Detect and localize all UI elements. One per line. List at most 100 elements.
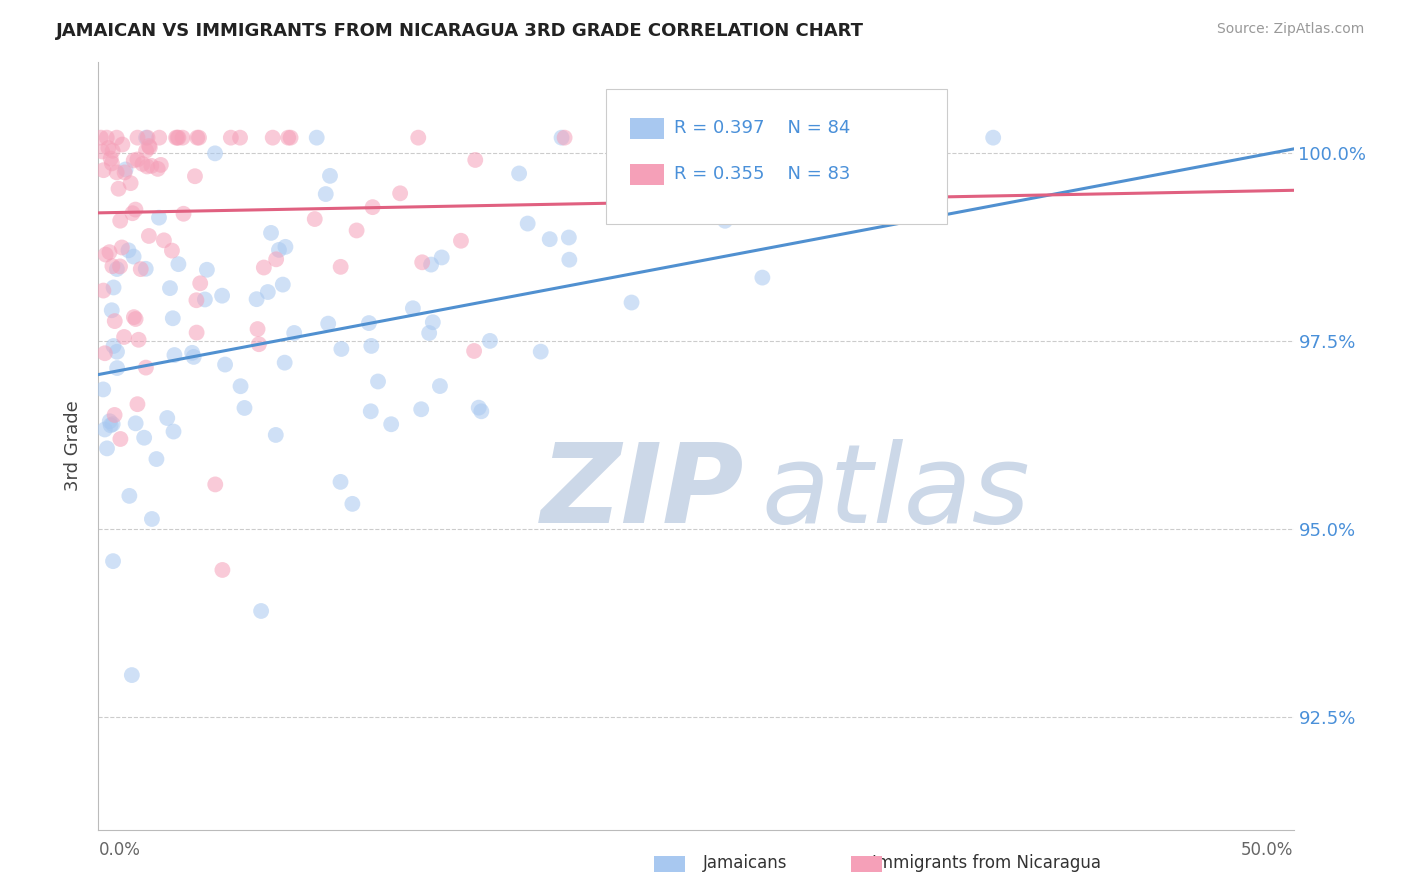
Point [464,153,486,167]
Point [463,343,485,358]
Point [148,211,170,225]
Point [122,250,145,264]
Point [122,310,145,325]
Text: R = 0.355    N = 83: R = 0.355 N = 83 [675,165,851,184]
Point [94,346,117,360]
Point [103,280,125,294]
Point [127,130,149,145]
Point [418,326,440,340]
Point [530,344,553,359]
Point [538,232,561,246]
Text: 0.0%: 0.0% [98,841,141,859]
Point [360,339,382,353]
Point [250,604,273,618]
Point [264,252,287,267]
Point [160,244,183,258]
Point [981,130,1004,145]
Point [135,130,157,145]
Point [554,130,576,145]
Point [167,257,190,271]
Point [211,563,233,577]
Point [162,425,184,439]
Point [91,383,114,397]
Point [229,379,252,393]
Point [138,229,160,244]
Point [156,411,179,425]
Point [330,342,353,356]
Point [98,414,121,428]
Text: R = 0.397    N = 84: R = 0.397 N = 84 [675,120,851,137]
Point [141,159,163,173]
Point [141,512,163,526]
Point [558,252,581,267]
Point [98,245,121,260]
Point [135,261,157,276]
Point [138,139,160,153]
Point [429,379,451,393]
Point [420,258,443,272]
Point [105,344,128,359]
Point [277,130,299,145]
Point [402,301,425,316]
Point [105,165,128,179]
Point [262,130,284,145]
Point [100,152,122,166]
Point [149,158,172,172]
Point [357,316,380,330]
Point [93,284,115,298]
Point [247,337,270,351]
Point [107,182,129,196]
Point [124,312,146,326]
Point [194,293,217,307]
Point [470,404,492,418]
Point [558,230,581,244]
Point [467,401,489,415]
Point [114,165,136,179]
Point [111,240,134,254]
Point [105,361,128,376]
Point [165,130,187,145]
Point [329,260,352,274]
Point [260,226,283,240]
Point [478,334,501,348]
Point [305,130,328,145]
Point [94,247,117,261]
Point [214,358,236,372]
Point [346,223,368,237]
Point [94,422,117,436]
Point [91,145,114,159]
Point [127,397,149,411]
Point [136,130,159,145]
Point [211,288,233,302]
Point [172,130,194,145]
Point [110,432,132,446]
Point [112,330,135,344]
Point [315,187,337,202]
Text: Immigrants from Nicaragua: Immigrants from Nicaragua [872,855,1101,872]
Point [620,295,643,310]
Text: atlas: atlas [762,439,1031,546]
Point [146,161,169,176]
Point [245,292,267,306]
Point [153,233,176,247]
Point [101,259,124,273]
Point [129,262,152,277]
Point [101,417,124,431]
Point [422,315,444,329]
Point [124,202,146,217]
Point [101,554,124,568]
Point [136,160,159,174]
Point [406,130,429,145]
Point [273,356,295,370]
Point [162,311,184,326]
Point [121,206,143,220]
Point [96,130,118,145]
Point [163,348,186,362]
Point [253,260,276,275]
Point [195,262,218,277]
Text: Source: ZipAtlas.com: Source: ZipAtlas.com [1216,22,1364,37]
Point [181,346,204,360]
Point [246,322,269,336]
Point [751,270,773,285]
Text: 50.0%: 50.0% [1241,841,1294,859]
